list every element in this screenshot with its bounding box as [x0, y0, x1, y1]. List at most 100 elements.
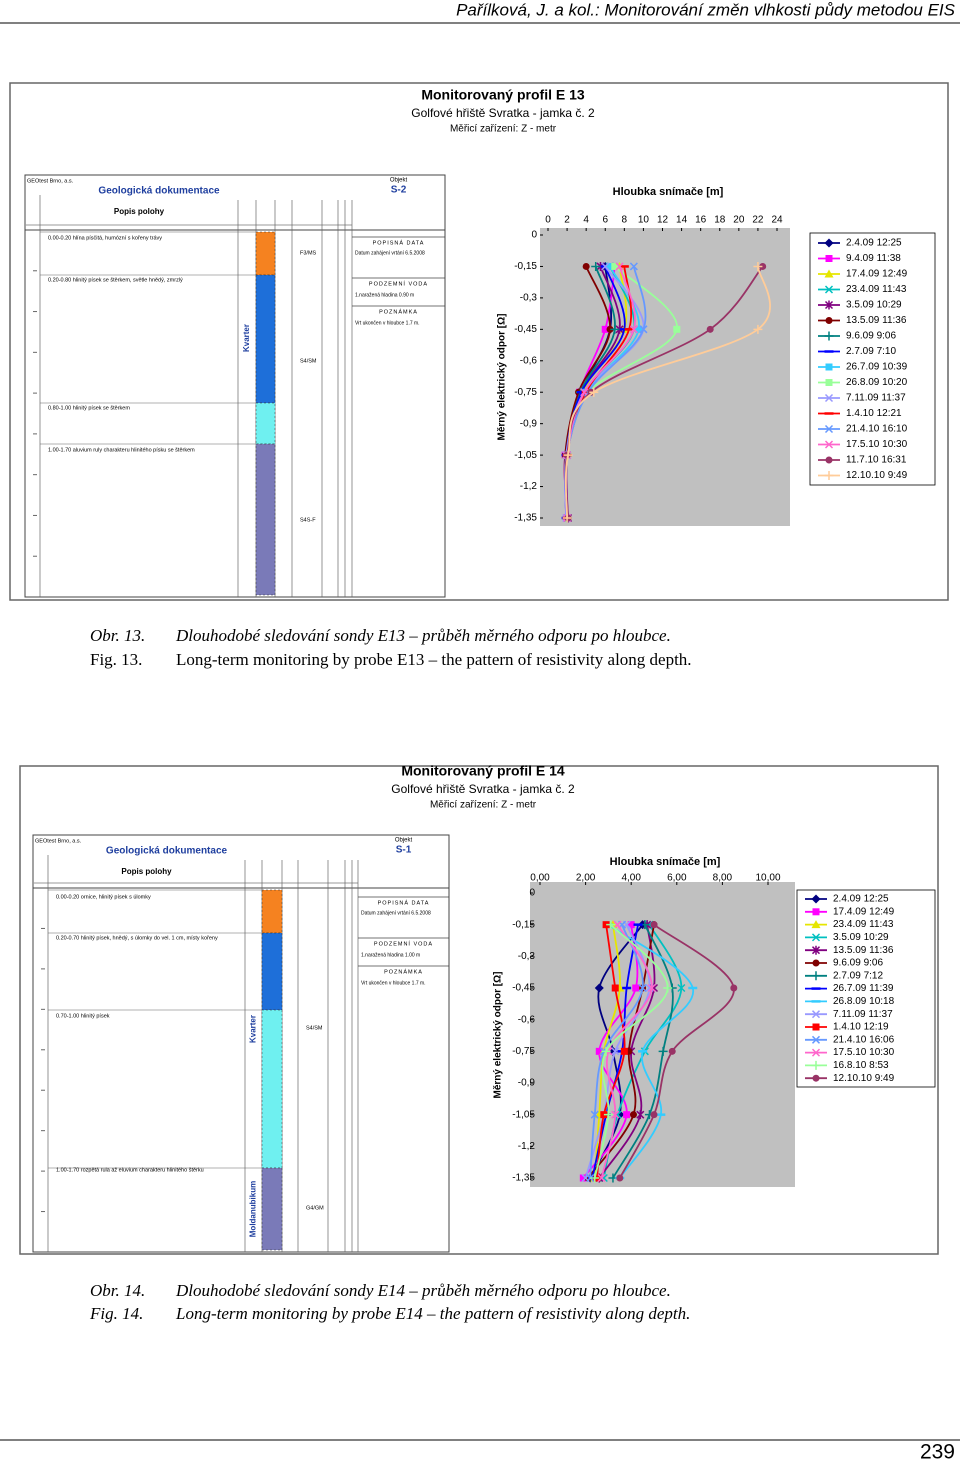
y-tick-label: -1,2 — [520, 481, 538, 492]
legend-marker — [824, 393, 834, 403]
log-heading: Geologická dokumentace — [98, 186, 220, 197]
legend-marker — [824, 269, 834, 278]
panel-heading: PODZEMNÍ VODA — [369, 280, 428, 287]
x-tick-label: 6 — [602, 215, 608, 226]
profile-layer — [261, 932, 283, 1011]
panel-heading: POPISNÁ DATA — [373, 239, 425, 246]
marker — [610, 324, 620, 334]
marker — [590, 1173, 600, 1183]
legend-label: 26.8.09 10:20 — [846, 377, 908, 388]
marker — [753, 261, 763, 271]
marker — [647, 983, 656, 993]
marker — [632, 984, 640, 992]
layer-description: 0.80-1.00 hlinitý písek se štěrkem — [48, 405, 130, 411]
legend-label: 12.10.10 9:49 — [846, 470, 908, 481]
x-tick-label: 2 — [564, 215, 570, 226]
profile-layer — [255, 443, 276, 596]
legend-label: 2.4.09 12:25 — [833, 894, 889, 905]
soil-symbol: G4/GM — [306, 1205, 324, 1211]
legend-label: 9.6.09 9:06 — [833, 958, 883, 969]
legend-label: 2.4.09 12:25 — [846, 238, 902, 249]
y-tick-label: -0,15 — [514, 261, 537, 272]
legend-marker — [811, 971, 821, 981]
marker — [594, 983, 604, 993]
y-tick-label: -0,9 — [520, 418, 538, 429]
legend-marker — [812, 908, 820, 916]
layer-description: 1.00-1.70 aluvium ruly charakteru hlinit… — [48, 447, 195, 453]
legend-label: 16.8.10 8:53 — [833, 1060, 889, 1071]
x-tick-label: 0,00 — [530, 873, 550, 884]
y-tick-label: -1,35 — [514, 513, 537, 524]
panel-heading: POZNÁMKA — [384, 968, 423, 975]
marker — [615, 324, 624, 334]
legend-marker — [824, 424, 834, 434]
caption-text: Long-term monitoring by probe E14 – the … — [175, 1304, 690, 1323]
legend-marker — [825, 317, 833, 324]
y-tick-label: -0,3 — [520, 293, 538, 304]
marker — [611, 984, 619, 992]
marker — [589, 387, 599, 397]
figure-device: Měřicí zařízení: Z - metr — [430, 800, 537, 811]
y-tick-label: -0,15 — [512, 919, 535, 930]
marker — [601, 325, 609, 333]
layer-description: 1.00-1.70 rozpětá rula až eluvium charak… — [56, 1167, 204, 1173]
marker — [627, 921, 635, 929]
x-tick-label: 10,00 — [755, 873, 780, 884]
marker — [677, 983, 686, 993]
stratigraphy: Kvarter — [242, 324, 251, 352]
profile-layer — [261, 889, 283, 934]
marker — [623, 1111, 631, 1119]
layer-description: 0.20-0.80 hlinitý písek se štěrkem, svět… — [48, 277, 183, 283]
legend-label: 13.5.09 11:36 — [846, 315, 907, 326]
marker — [663, 983, 673, 993]
x-tick-label: 10 — [638, 215, 650, 226]
legend-marker — [825, 363, 833, 371]
marker — [629, 325, 638, 334]
legend-label: 1.4.10 12:21 — [846, 408, 902, 419]
caption-text: Dlouhodobé sledování sondy E13 – průběh … — [175, 626, 671, 645]
legend-label: 1.4.10 12:19 — [833, 1022, 889, 1033]
legend-label: 13.5.09 11:36 — [833, 945, 894, 956]
x-tick-label: 6,00 — [667, 873, 687, 884]
legend-label: 26.8.09 10:18 — [833, 996, 895, 1007]
legend-label: 7.11.09 11:37 — [833, 1009, 893, 1020]
x-tick-label: 4,00 — [621, 873, 641, 884]
marker — [616, 1174, 624, 1182]
y-tick-label: -0,45 — [514, 324, 537, 335]
log-frame — [32, 834, 450, 1253]
marker — [611, 1110, 620, 1119]
y-tick-label: -0,6 — [518, 1014, 536, 1025]
legend-marker — [811, 1035, 821, 1044]
profile-layer — [255, 274, 276, 404]
soil-symbol: S4S-F — [300, 517, 316, 523]
profile-layer — [261, 1009, 283, 1169]
caption-label: Obr. 14. — [90, 1281, 145, 1300]
x-tick-label: 18 — [714, 215, 726, 226]
marker — [562, 513, 572, 523]
marker — [639, 325, 648, 334]
caption-label: Obr. 13. — [90, 626, 145, 645]
legend-marker — [811, 920, 821, 929]
panel-heading: POZNÁMKA — [379, 308, 418, 315]
y-tick-label: -0,9 — [518, 1078, 536, 1089]
marker — [580, 388, 589, 397]
plot-area — [530, 882, 795, 1187]
figure-title: Monitorovaný profil E 14 — [401, 763, 565, 779]
marker — [658, 1046, 668, 1056]
y-tick-label: -1,05 — [512, 1109, 535, 1120]
soil-symbol: F3/MS — [300, 250, 317, 256]
panel-text: Datum zahájení vrtání 6.5.2008 — [361, 910, 431, 916]
marker — [600, 1111, 608, 1119]
running-header: Pařílková, J. a kol.: Monitorování změn … — [456, 0, 956, 19]
profile-layer — [261, 1167, 283, 1251]
marker — [759, 262, 767, 270]
legend-marker — [824, 300, 834, 310]
log-object: S-1 — [396, 845, 412, 856]
y-tick-label: -0,45 — [512, 983, 535, 994]
marker — [650, 1111, 658, 1119]
figure-subtitle: Golfové hřiště Svratka - jamka č. 2 — [391, 782, 575, 796]
marker — [606, 262, 614, 270]
marker — [629, 262, 638, 271]
y-tick-label: 0 — [531, 230, 537, 241]
marker — [595, 1047, 603, 1055]
